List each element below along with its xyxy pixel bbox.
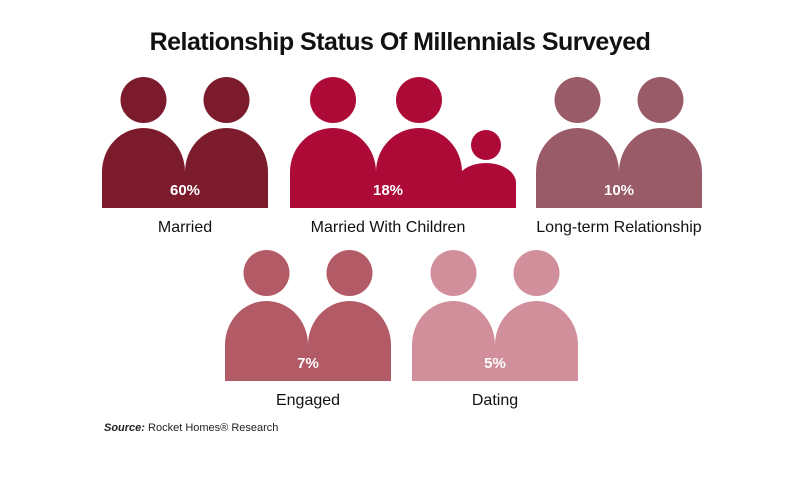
person-head-1 — [554, 77, 601, 123]
person-body-2 — [495, 301, 578, 381]
person-body-1 — [225, 301, 308, 381]
pictograph-group-2: 18% Married With Children — [290, 77, 516, 236]
pictograph-group-4: 7% Engaged — [225, 250, 391, 409]
person-body-1 — [102, 128, 185, 208]
pictograph-group-5: 5% Dating — [412, 250, 578, 409]
pictograph-group-3: 10% Long-term Relationship — [536, 77, 702, 236]
value-label-3: 10% — [604, 182, 634, 199]
person-head-1 — [120, 77, 167, 123]
category-label-5: Dating — [472, 392, 518, 409]
person-body-2 — [376, 128, 462, 208]
person-head-1 — [243, 250, 290, 296]
category-label-2: Married With Children — [311, 219, 466, 236]
child-head — [471, 130, 501, 160]
value-label-1: 60% — [170, 182, 200, 199]
person-head-2 — [396, 77, 442, 123]
person-body-2 — [185, 128, 268, 208]
person-head-2 — [203, 77, 250, 123]
pictograph-group-1: 60% Married — [102, 77, 268, 236]
child-body — [456, 163, 516, 208]
person-head-1 — [310, 77, 356, 123]
source-label: Source: — [104, 422, 145, 434]
person-body-1 — [290, 128, 376, 208]
source-note: Source: Rocket Homes® Research — [104, 422, 278, 434]
person-body-2 — [619, 128, 702, 208]
category-label-3: Long-term Relationship — [536, 219, 702, 236]
person-head-2 — [637, 77, 684, 123]
person-body-2 — [308, 301, 391, 381]
person-body-1 — [412, 301, 495, 381]
person-head-2 — [513, 250, 560, 296]
category-label-1: Married — [158, 219, 212, 236]
source-text: Rocket Homes® Research — [148, 422, 279, 434]
person-head-2 — [326, 250, 373, 296]
value-label-4: 7% — [297, 355, 319, 372]
person-body-1 — [536, 128, 619, 208]
person-head-1 — [430, 250, 477, 296]
category-label-4: Engaged — [276, 392, 340, 409]
value-label-5: 5% — [484, 355, 506, 372]
chart-title: Relationship Status Of Millennials Surve… — [149, 28, 651, 56]
value-label-2: 18% — [373, 182, 403, 199]
